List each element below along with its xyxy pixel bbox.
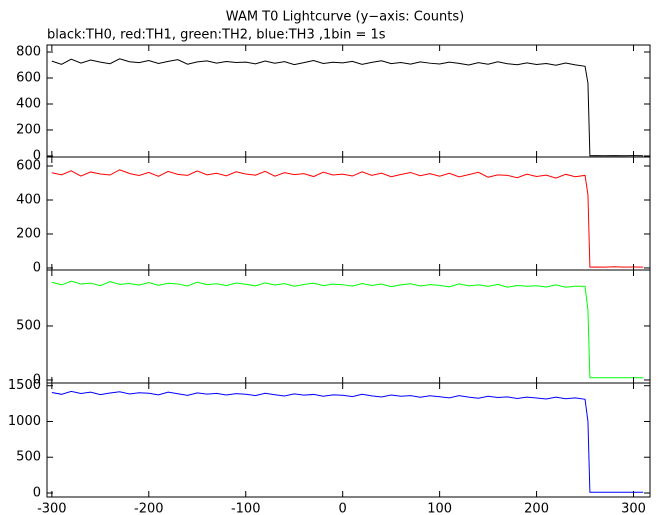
panel-frame bbox=[46, 382, 651, 498]
x-tick-label: 100 bbox=[427, 502, 452, 515]
y-tick-label: 0 bbox=[33, 148, 41, 163]
y-tick-label: 0 bbox=[33, 372, 41, 387]
chart-title: WAM T0 Lightcurve (y−axis: Counts) bbox=[226, 10, 464, 25]
y-tick-label: 200 bbox=[16, 226, 41, 241]
series-line bbox=[51, 390, 644, 493]
y-tick-label: 400 bbox=[16, 96, 41, 111]
x-tick-label: 0 bbox=[339, 502, 347, 515]
series-line bbox=[51, 169, 644, 268]
x-tick-label: 200 bbox=[524, 502, 549, 515]
panel-frame bbox=[46, 156, 651, 271]
y-tick-label: 600 bbox=[16, 159, 41, 174]
y-tick-label: 500 bbox=[16, 450, 41, 465]
x-tick-label: -100 bbox=[231, 502, 261, 515]
x-tick-label: -300 bbox=[37, 502, 67, 515]
y-tick-label: 1000 bbox=[8, 414, 41, 429]
y-tick-label: 0 bbox=[33, 260, 41, 275]
y-tick-label: 1500 bbox=[8, 378, 41, 393]
y-tick-label: 400 bbox=[16, 192, 41, 207]
y-tick-label: 800 bbox=[16, 45, 41, 60]
chart-subtitle: black:TH0, red:TH1, green:TH2, blue:TH3 … bbox=[47, 28, 386, 43]
panel-frame bbox=[46, 269, 651, 384]
series-line bbox=[51, 58, 644, 157]
y-tick-label: 0 bbox=[33, 485, 41, 500]
y-tick-label: 600 bbox=[16, 71, 41, 86]
y-tick-label: 500 bbox=[16, 318, 41, 333]
y-tick-label: 200 bbox=[16, 122, 41, 137]
x-tick-label: 300 bbox=[621, 502, 646, 515]
x-tick-label: -200 bbox=[134, 502, 164, 515]
series-line bbox=[51, 280, 644, 379]
